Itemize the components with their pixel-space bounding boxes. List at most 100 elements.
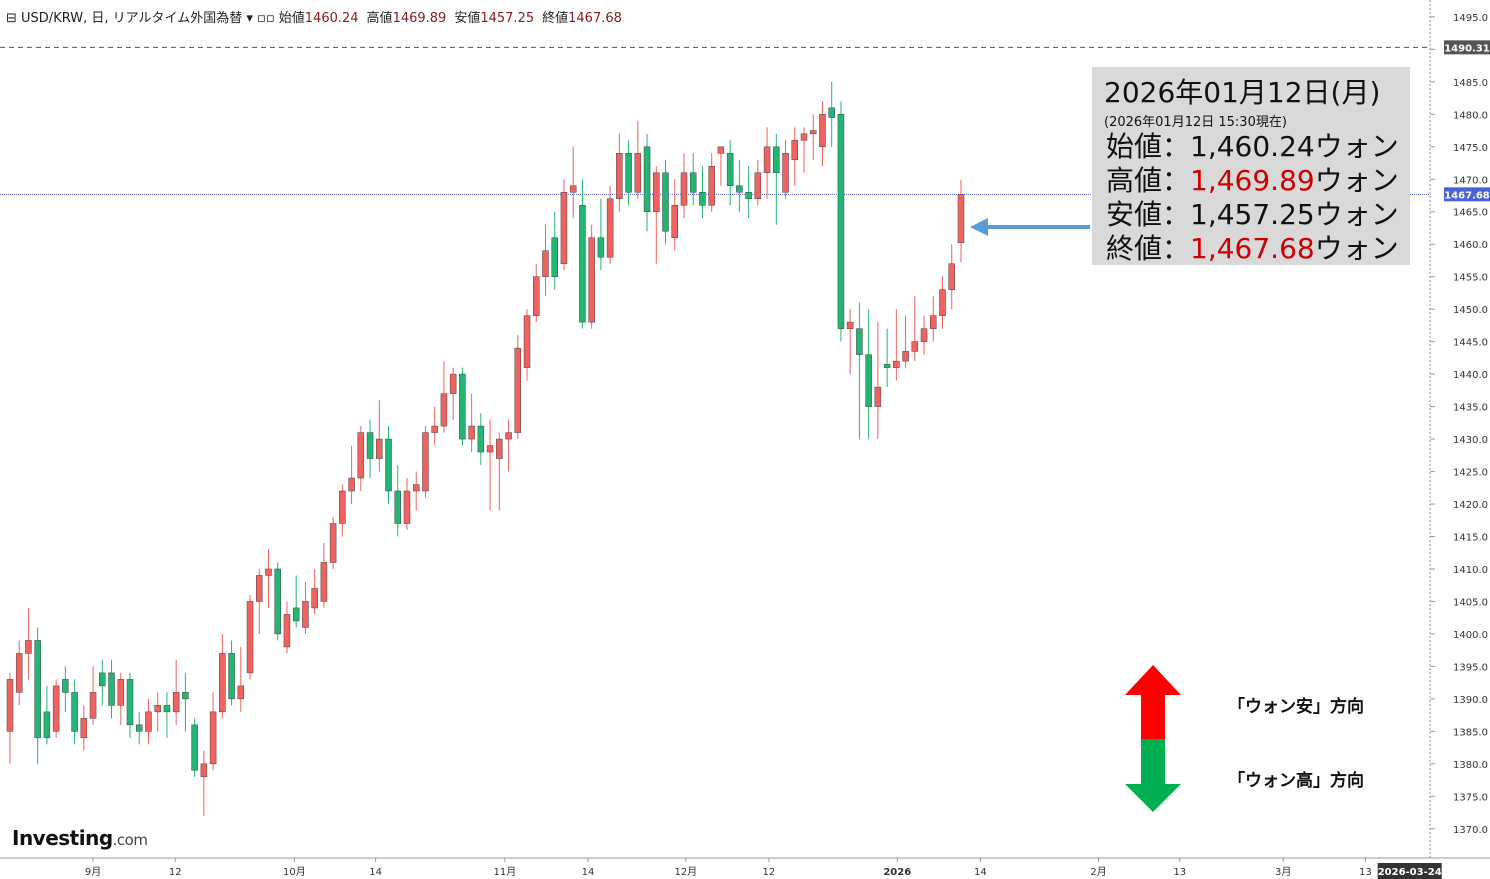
price-label-box [1444, 40, 1490, 55]
candle-body [219, 653, 226, 713]
candle-body [292, 607, 300, 622]
y-tick-label: 1435.0 [1453, 403, 1488, 414]
y-tick-label: 1395.0 [1453, 662, 1488, 673]
candle-body [569, 185, 577, 193]
annotation-row: 安値：1,457.25ウォン [1106, 198, 1410, 232]
candle-body [256, 575, 263, 602]
logo: Investing.com [12, 826, 148, 850]
legend-down: 「ウォン高」方向 [1228, 771, 1364, 791]
candle-body [52, 685, 60, 732]
y-tick-label: 1385.0 [1453, 727, 1488, 738]
candle-body [957, 194, 965, 243]
row-label: 終値： [1106, 232, 1191, 265]
candle-body [514, 347, 522, 433]
candle-body [182, 692, 189, 700]
candle-body [606, 198, 614, 258]
logo-name: Investing [12, 826, 113, 850]
candle-body [339, 490, 346, 524]
row-label: 安値： [1106, 198, 1191, 231]
y-tick-label: 1495.0 [1453, 13, 1488, 24]
candle-body [496, 438, 503, 459]
candle-body [671, 204, 678, 238]
candle-body [108, 672, 115, 706]
x-tick-label: 12 [169, 867, 182, 878]
annotation-row: 始値：1,460.24ウォン [1106, 130, 1410, 164]
x-tick-label: 12 [763, 867, 776, 878]
y-tick-label: 1405.0 [1453, 597, 1488, 608]
row-label: 始値： [1106, 130, 1191, 163]
candle-body [376, 438, 383, 459]
x-tick-label: 2026 [883, 867, 911, 878]
header: ⊟ USD/KRW, 日, リアルタイム外国為替 ▾ ▫▫ 始値1460.24 高… [6, 11, 622, 26]
header-label: 安値 [454, 11, 481, 26]
candle-body [893, 360, 900, 368]
y-tick-label: 1480.0 [1453, 110, 1488, 121]
row-label: 高値： [1106, 164, 1191, 197]
candle-body [653, 172, 660, 212]
candle-body [200, 763, 208, 778]
x-tick-label: 9月 [85, 866, 101, 878]
annotation-date: 2026年01月12日(月) [1104, 76, 1381, 109]
candle-body [542, 250, 549, 277]
candle-body [34, 640, 41, 739]
y-tick-label: 1455.0 [1453, 273, 1488, 284]
candle-body [6, 679, 14, 732]
candle-body [828, 107, 835, 118]
candle-body [523, 315, 531, 368]
candle-body [745, 192, 752, 199]
candle-body [80, 718, 88, 739]
candle-body [662, 172, 669, 232]
candle-body [237, 685, 245, 700]
candle-body [311, 588, 318, 609]
candle-body [412, 484, 420, 492]
row-value: 1,467.68 [1190, 232, 1315, 265]
candle-body [357, 432, 365, 479]
candle-body [782, 153, 789, 193]
annotation-box: 2026年01月12日(月) (2026年01月12日 15:30現在) 始値：… [1092, 67, 1410, 265]
candle-body [477, 425, 485, 453]
x-tick-label: 10月 [283, 866, 306, 878]
y-tick-label: 1470.0 [1453, 175, 1488, 186]
y-tick-label: 1400.0 [1453, 630, 1488, 641]
x-tick-label: 13 [1173, 867, 1186, 878]
x-tick-label: 13 [1359, 867, 1372, 878]
y-tick-label: 1475.0 [1453, 143, 1488, 154]
candle-body [865, 354, 872, 407]
row-value: 1,457.25 [1190, 198, 1315, 231]
x-tick-label: 3月 [1275, 866, 1291, 878]
candle-body [754, 172, 762, 199]
candle-body [71, 692, 78, 732]
row-unit: ウォン [1314, 164, 1399, 197]
candle-body [533, 276, 540, 316]
candle-body [43, 711, 51, 739]
y-tick-label: 1445.0 [1453, 338, 1488, 349]
candle-body [560, 192, 568, 264]
header-label: 始値 [278, 11, 305, 26]
candle-body [154, 705, 161, 713]
candle-body [551, 237, 558, 277]
annotation-sub: (2026年01月12日 15:30現在) [1104, 115, 1287, 130]
candle-body [145, 711, 152, 732]
candle-body [265, 568, 272, 576]
candle-body [394, 490, 402, 524]
y-tick-label: 1380.0 [1453, 760, 1488, 771]
y-tick-label: 1420.0 [1453, 500, 1488, 511]
row-unit: ウォン [1314, 198, 1399, 231]
title: USD/KRW, 日, リアルタイム外国為替 [21, 11, 243, 26]
candle-body [440, 393, 448, 427]
candle-body [209, 711, 217, 765]
price-label: 1467.68 [1444, 190, 1490, 201]
candle-body [172, 692, 180, 713]
y-tick-label: 1390.0 [1453, 695, 1488, 706]
candle-body [902, 351, 909, 362]
candle-body [366, 432, 374, 459]
candle-body [579, 204, 586, 323]
header-label: 終値 [542, 11, 569, 26]
candle-body [911, 341, 919, 352]
x-tick-label: 11月 [493, 866, 516, 878]
candle-body [773, 146, 780, 174]
x-tick-label: 14 [369, 867, 382, 878]
candle-body [920, 328, 928, 342]
candle-body [459, 373, 466, 440]
